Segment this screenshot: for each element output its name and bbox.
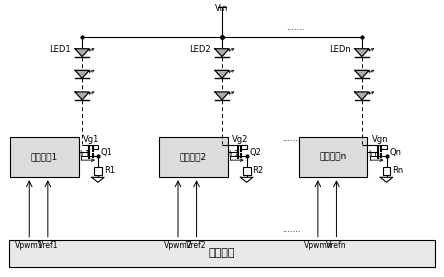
Text: 控制电路1: 控制电路1	[31, 153, 58, 162]
Polygon shape	[75, 70, 89, 78]
Text: Vpwm1: Vpwm1	[15, 241, 44, 250]
Text: Ic1: Ic1	[80, 150, 91, 159]
Text: Q2: Q2	[250, 148, 261, 157]
Text: Vg1: Vg1	[83, 135, 99, 144]
Polygon shape	[355, 49, 369, 57]
Polygon shape	[75, 49, 89, 57]
Text: 主控单元: 主控单元	[209, 248, 235, 258]
Polygon shape	[215, 49, 229, 57]
Text: LED2: LED2	[189, 45, 211, 54]
Text: Vrefn: Vrefn	[326, 241, 347, 250]
Text: Vg2: Vg2	[232, 135, 248, 144]
Polygon shape	[215, 92, 229, 100]
Bar	[242, 167, 250, 175]
Text: LEDn: LEDn	[329, 45, 351, 54]
Text: Vpwmn: Vpwmn	[304, 241, 332, 250]
Text: Icn: Icn	[369, 150, 380, 159]
Text: Vref1: Vref1	[38, 241, 58, 250]
Text: Vref2: Vref2	[186, 241, 207, 250]
Text: 控制电路2: 控制电路2	[179, 153, 207, 162]
Bar	[10, 137, 79, 177]
Bar	[94, 167, 102, 175]
Text: Ic2: Ic2	[228, 150, 240, 159]
Text: Rn: Rn	[392, 166, 404, 175]
Polygon shape	[215, 70, 229, 78]
Bar	[159, 137, 227, 177]
Bar	[298, 137, 368, 177]
Text: Q1: Q1	[100, 148, 112, 157]
Text: LED1: LED1	[49, 45, 71, 54]
Text: .......: .......	[281, 225, 300, 234]
Polygon shape	[355, 92, 369, 100]
Polygon shape	[355, 70, 369, 78]
Text: 控制电路n: 控制电路n	[319, 153, 347, 162]
Text: R1: R1	[104, 166, 115, 175]
Text: Vin: Vin	[215, 4, 229, 13]
Text: Vgn: Vgn	[372, 135, 388, 144]
Polygon shape	[75, 92, 89, 100]
Text: R2: R2	[252, 166, 264, 175]
Text: .......: .......	[286, 23, 305, 32]
Bar	[9, 240, 435, 267]
Bar	[383, 167, 391, 175]
Text: Qn: Qn	[389, 148, 401, 157]
Text: .......: .......	[281, 134, 300, 143]
Text: Vpwm2: Vpwm2	[164, 241, 192, 250]
